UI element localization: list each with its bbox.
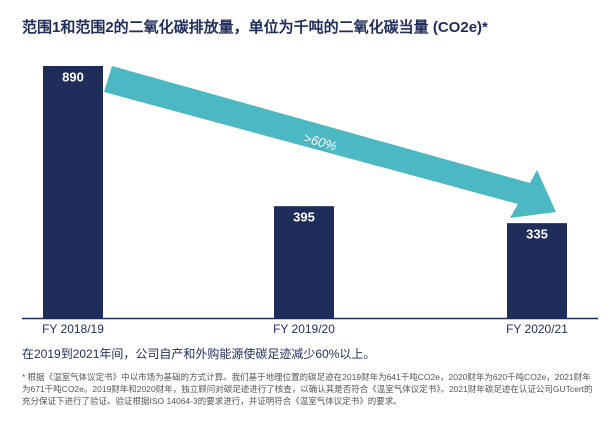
footnote: * 根据《温室气体议定书》中以市场为基础的方式计算。我们基于地理位置的碳足迹在2… — [22, 372, 593, 406]
x-tick-label: FY 2019/20 — [273, 322, 335, 336]
value-label: 890 — [62, 69, 84, 84]
caption: 在2019到2021年间，公司自产和外购能源使碳足迹减少60%以上。 — [22, 347, 376, 361]
value-label: 395 — [293, 210, 315, 225]
x-tick-label: FY 2018/19 — [42, 322, 104, 336]
bar — [274, 206, 334, 318]
bar — [507, 223, 567, 318]
value-label: 335 — [526, 227, 548, 242]
chart: 范围1和范围2的二氧化碳排放量，单位为千吨的二氧化碳当量 (CO2e)* >60… — [22, 18, 598, 336]
bar — [43, 66, 103, 318]
trend-arrow — [104, 66, 556, 218]
chart-title: 范围1和范围2的二氧化碳排放量，单位为千吨的二氧化碳当量 (CO2e)* — [22, 18, 488, 36]
x-tick-label: FY 2020/21 — [506, 322, 568, 336]
